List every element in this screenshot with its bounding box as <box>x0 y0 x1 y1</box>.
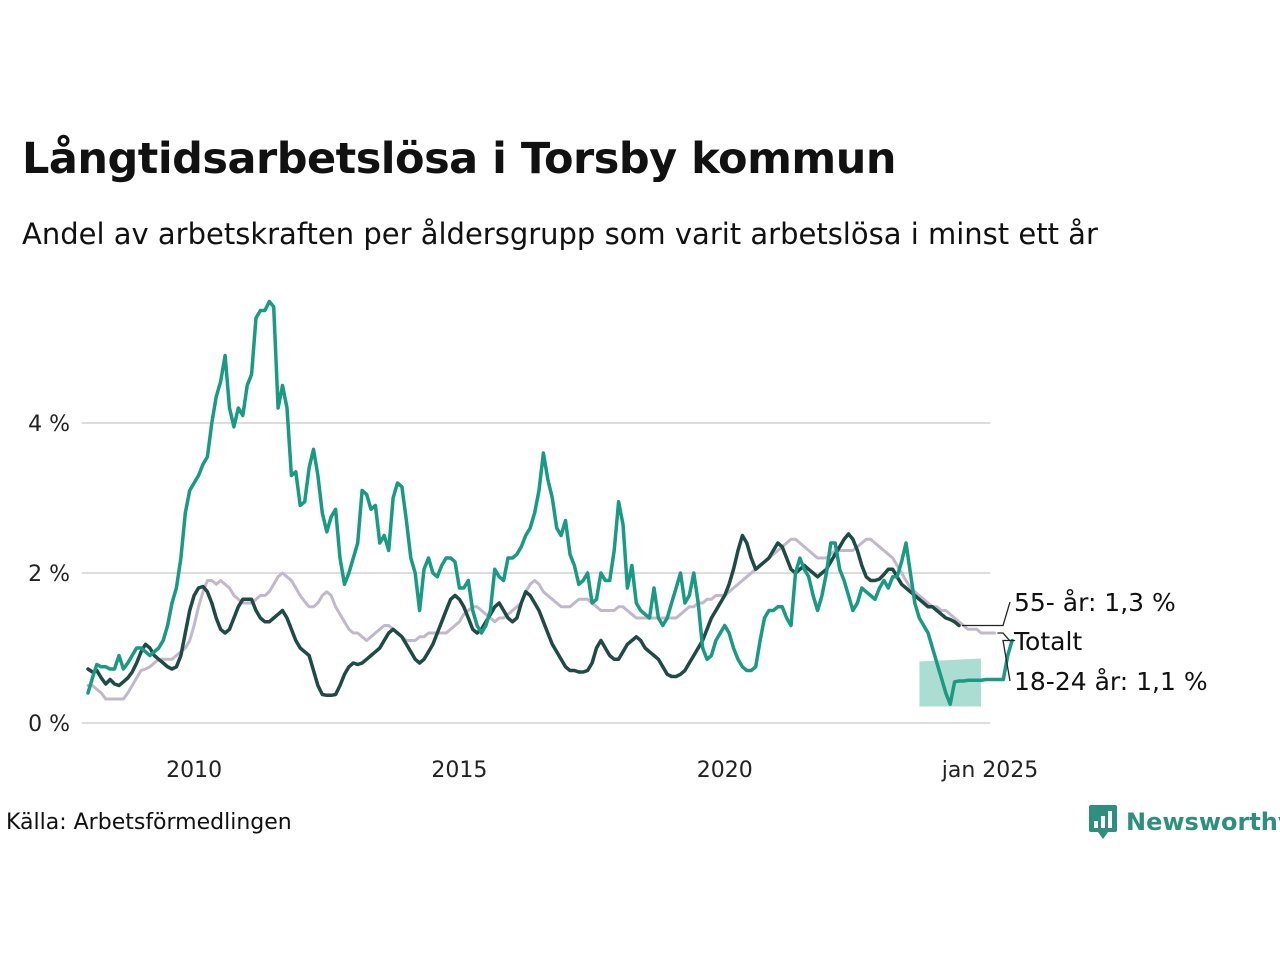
series-line-senior <box>86 532 961 698</box>
series-line-total <box>86 537 996 701</box>
y-tick-label: 4 % <box>28 412 70 437</box>
leader-line-total <box>997 632 1011 642</box>
y-tick-label: 2 % <box>28 562 70 587</box>
chart-subtitle: Andel av arbetskraften per åldersgrupp s… <box>22 217 1098 251</box>
axis-layer: 0 % 2 % 4 % 2010 2015 2020 jan 2025 <box>28 412 1038 783</box>
series-end-label-senior: 55- år: 1,3 % <box>1014 588 1176 617</box>
x-tick-label: 2015 <box>431 758 487 783</box>
source-note: Källa: Arbetsförmedlingen <box>6 810 292 835</box>
series-layer <box>86 299 1014 707</box>
label-layer: Totalt 55- år: 1,3 % 18-24 år: 1,1 % <box>962 588 1208 696</box>
band-layer <box>919 658 981 707</box>
uncertainty-band <box>919 658 981 707</box>
series-end-label-total: Totalt <box>1013 627 1082 656</box>
brand-logo[interactable]: Newsworthy <box>1088 804 1280 840</box>
chart-title: Långtidsarbetslösa i Torsby kommun <box>22 134 896 184</box>
series-end-label-youth: 18-24 år: 1,1 % <box>1014 667 1208 696</box>
x-tick-label: jan 2025 <box>941 758 1039 783</box>
leader-line-senior <box>962 601 1011 627</box>
newsworthy-logo-icon <box>1089 805 1117 839</box>
x-tick-label: 2010 <box>166 758 222 783</box>
y-tick-label: 0 % <box>28 712 70 737</box>
leader-line-youth <box>1002 639 1016 682</box>
x-tick-label: 2020 <box>697 758 753 783</box>
series-line-youth <box>86 299 1014 707</box>
line-chart: 0 % 2 % 4 % 2010 2015 2020 jan 2025 Totalt 55- … <box>28 299 1208 783</box>
grid-layer <box>82 422 990 724</box>
brand-name: Newsworthy <box>1126 808 1280 836</box>
